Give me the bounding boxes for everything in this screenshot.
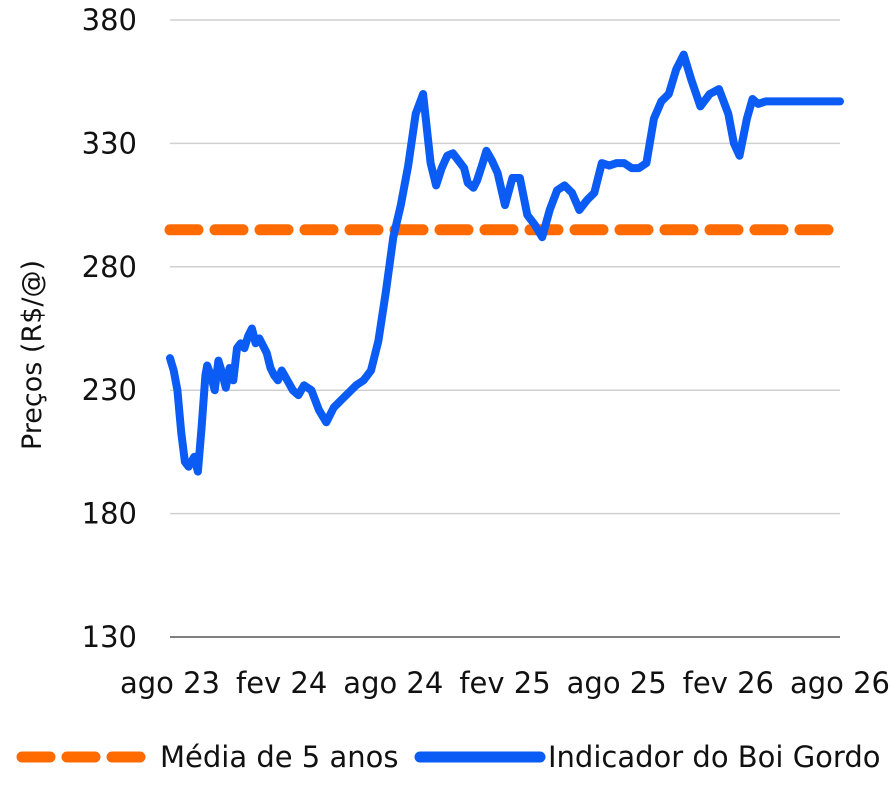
- y-tick-label: 380: [82, 3, 137, 37]
- y-tick-label: 280: [82, 250, 137, 284]
- series-line-indicador-boi-gordo: [166, 50, 844, 476]
- legend-label-indicador-boi-gordo: Indicador do Boi Gordo: [548, 740, 880, 774]
- legend-label-media-5-anos: Média de 5 anos: [160, 740, 398, 774]
- y-tick-labels: 380 330 280 230 180 130: [82, 3, 137, 654]
- y-axis-title: Preços (R$/@): [17, 260, 48, 450]
- series-lines: [164, 50, 846, 476]
- x-tick-label: ago 25: [567, 666, 667, 700]
- x-tick-label: ago 26: [790, 666, 890, 700]
- legend: Média de 5 anos Indicador do Boi Gordo: [16, 740, 880, 774]
- x-tick-label: fev 25: [459, 666, 550, 700]
- gridlines: [170, 19, 840, 638]
- x-tick-labels: ago 23 fev 24 ago 24 fev 25 ago 25 fev 26 ago …: [120, 666, 890, 700]
- x-tick-label: ago 24: [343, 666, 443, 700]
- x-tick-label: fev 24: [236, 666, 327, 700]
- y-tick-label: 180: [82, 497, 137, 531]
- x-tick-label: fev 26: [683, 666, 774, 700]
- x-tick-label: ago 23: [120, 666, 220, 700]
- y-tick-label: 130: [82, 620, 137, 654]
- y-tick-label: 330: [82, 126, 137, 160]
- y-tick-label: 230: [82, 373, 137, 407]
